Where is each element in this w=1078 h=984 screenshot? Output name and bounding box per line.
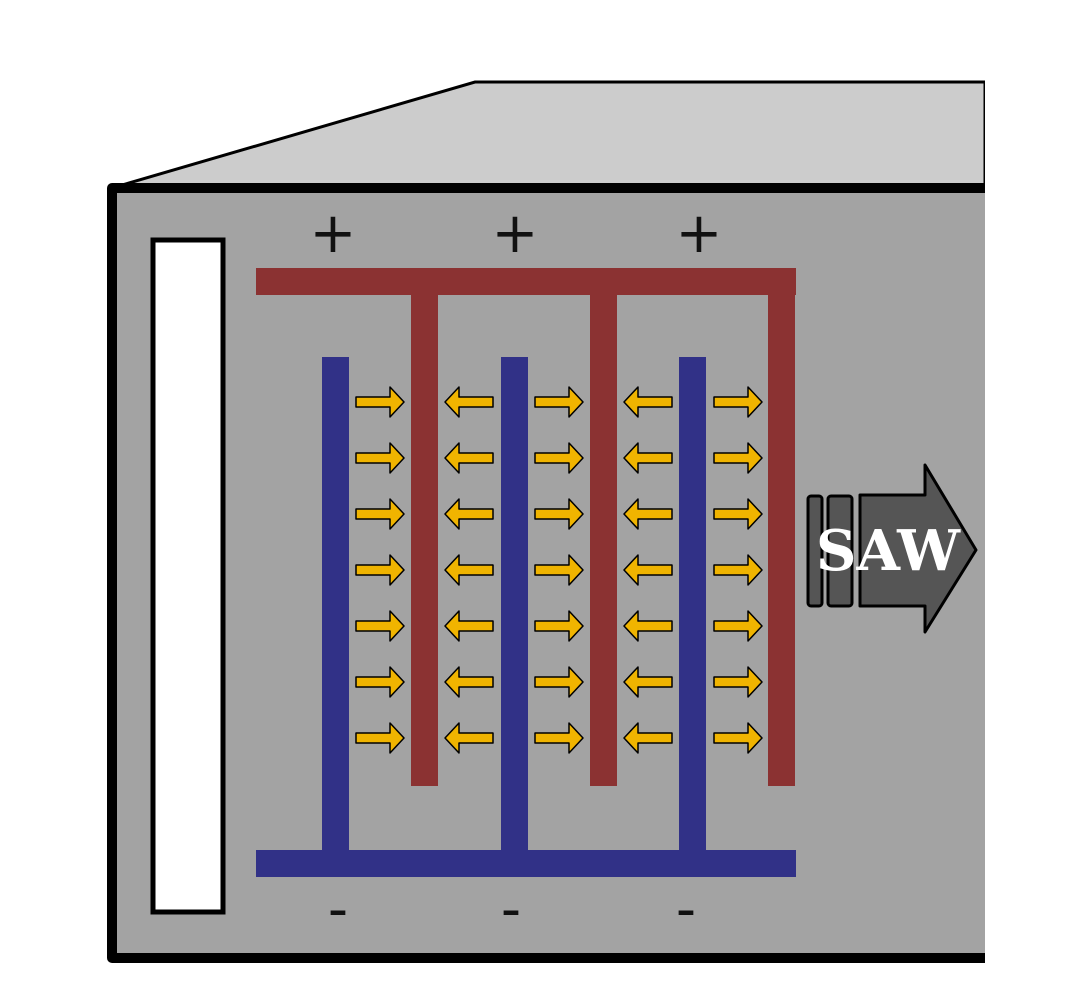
negative-finger (679, 357, 706, 857)
field-arrow-right (355, 386, 405, 418)
saw-label: SAW (816, 518, 961, 584)
field-arrow-left (623, 666, 673, 698)
field-arrow-right (713, 554, 763, 586)
negative-finger (501, 357, 528, 857)
field-arrow-left (623, 442, 673, 474)
negative-finger (322, 357, 349, 857)
field-arrow-right (534, 498, 584, 530)
field-arrow-left (444, 498, 494, 530)
positive-finger (768, 268, 795, 786)
field-arrow-right (713, 442, 763, 474)
positive-finger (590, 268, 617, 786)
field-arrow-right (355, 610, 405, 642)
field-arrow-right (713, 498, 763, 530)
field-arrow-left (444, 386, 494, 418)
field-arrow-left (623, 498, 673, 530)
field-arrow-right (713, 722, 763, 754)
negative-label: - (676, 877, 696, 942)
field-arrow-right (534, 666, 584, 698)
field-arrow-right (713, 666, 763, 698)
field-arrow-right (355, 554, 405, 586)
field-arrow-right (355, 498, 405, 530)
field-arrow-right (534, 554, 584, 586)
field-arrow-left (623, 554, 673, 586)
negative-label: - (328, 877, 348, 942)
positive-finger (411, 268, 438, 786)
field-arrow-right (534, 722, 584, 754)
field-arrows (355, 386, 763, 754)
field-arrow-right (534, 386, 584, 418)
field-arrow-right (713, 386, 763, 418)
polarity-labels: + + + - - - (310, 201, 723, 942)
saw-arrow (858, 463, 978, 634)
transducer-plate (826, 494, 854, 608)
device-cutoff-mask (985, 75, 1078, 975)
field-arrow-left (444, 610, 494, 642)
positive-bus-bar (256, 268, 796, 295)
positive-label: + (676, 201, 723, 266)
saw-output: SAW (806, 463, 978, 634)
field-arrow-right (534, 442, 584, 474)
field-arrow-right (355, 722, 405, 754)
field-arrow-right (534, 610, 584, 642)
field-arrow-left (444, 442, 494, 474)
field-arrow-right (355, 666, 405, 698)
field-arrow-left (444, 722, 494, 754)
field-arrow-left (623, 610, 673, 642)
field-arrow-left (444, 666, 494, 698)
side-window (150, 237, 226, 915)
field-arrow-left (623, 386, 673, 418)
positive-electrode (256, 268, 796, 786)
field-arrow-right (355, 442, 405, 474)
positive-label: + (492, 201, 539, 266)
positive-label: + (310, 201, 357, 266)
negative-label: - (501, 877, 521, 942)
transducer-plate (806, 494, 824, 608)
field-arrow-left (623, 722, 673, 754)
field-arrow-left (444, 554, 494, 586)
field-arrow-right (713, 610, 763, 642)
negative-electrode (256, 357, 796, 877)
device-top-face (111, 80, 987, 190)
